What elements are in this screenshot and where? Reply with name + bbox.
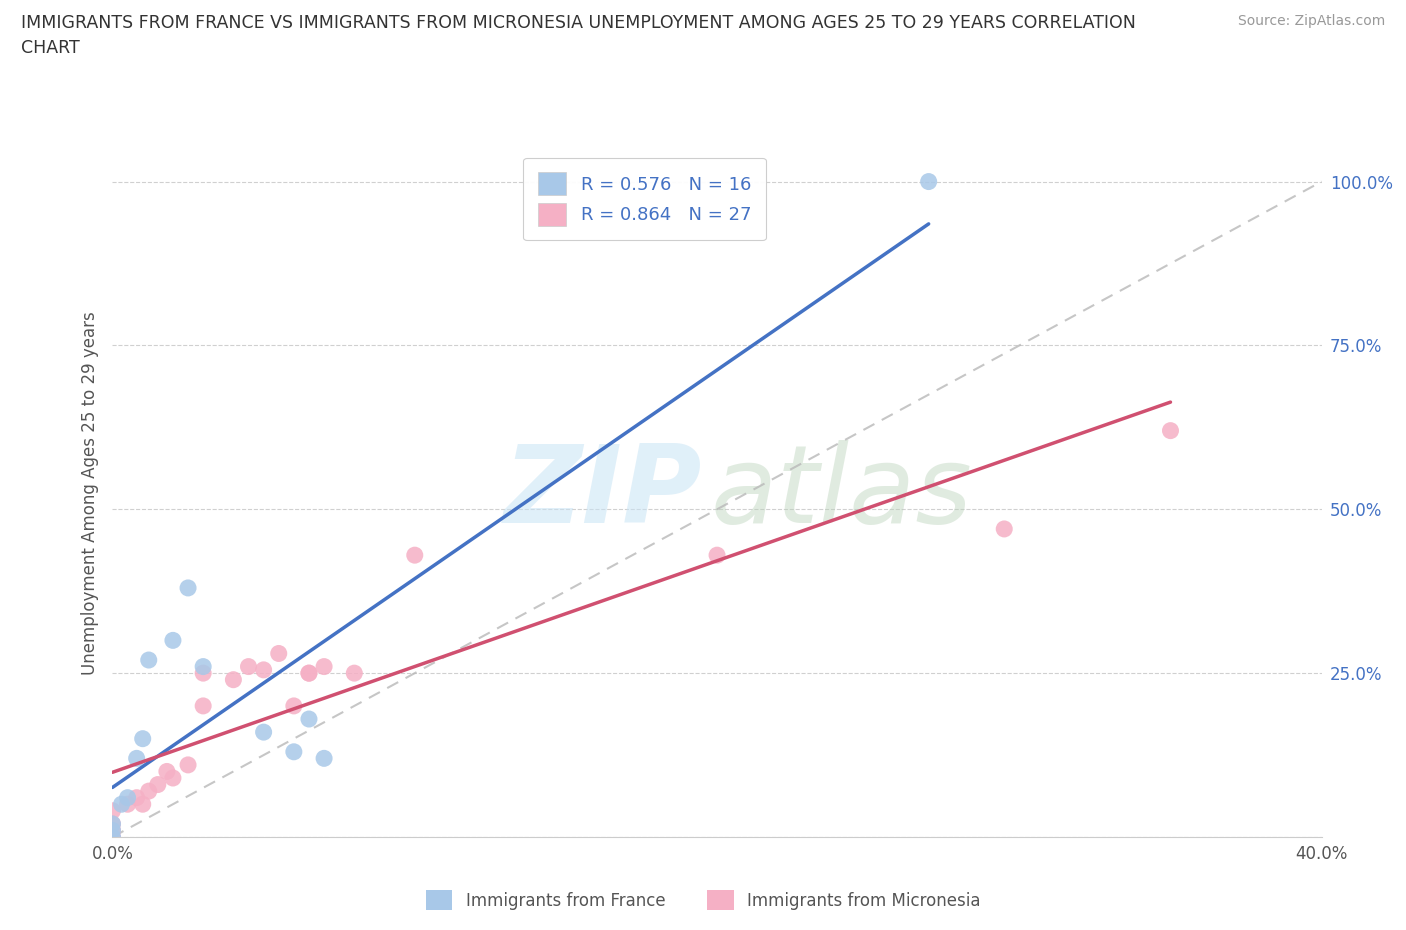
Point bbox=[253, 724, 276, 739]
Point bbox=[132, 731, 155, 746]
Point bbox=[222, 672, 245, 687]
Point bbox=[283, 698, 305, 713]
Y-axis label: Unemployment Among Ages 25 to 29 years: Unemployment Among Ages 25 to 29 years bbox=[80, 311, 98, 675]
Point bbox=[177, 757, 200, 772]
Point bbox=[191, 666, 214, 681]
Text: ZIP: ZIP bbox=[505, 440, 703, 546]
Point bbox=[125, 790, 148, 805]
Point bbox=[101, 830, 124, 844]
Point bbox=[283, 744, 305, 759]
Text: CHART: CHART bbox=[21, 39, 80, 57]
Point bbox=[177, 580, 200, 595]
Legend: R = 0.576   N = 16, R = 0.864   N = 27: R = 0.576 N = 16, R = 0.864 N = 27 bbox=[523, 158, 766, 240]
Point bbox=[101, 804, 124, 818]
Point bbox=[191, 698, 214, 713]
Legend: Immigrants from France, Immigrants from Micronesia: Immigrants from France, Immigrants from … bbox=[419, 884, 987, 917]
Point bbox=[101, 823, 124, 838]
Point bbox=[101, 817, 124, 831]
Text: Source: ZipAtlas.com: Source: ZipAtlas.com bbox=[1237, 14, 1385, 28]
Point bbox=[162, 771, 184, 786]
Point bbox=[314, 659, 336, 674]
Point bbox=[162, 633, 184, 648]
Point bbox=[101, 830, 124, 844]
Point bbox=[138, 653, 160, 668]
Text: atlas: atlas bbox=[711, 441, 973, 545]
Point bbox=[156, 764, 179, 779]
Point bbox=[238, 659, 260, 674]
Point bbox=[117, 790, 139, 805]
Point bbox=[706, 548, 728, 563]
Point bbox=[1159, 423, 1181, 438]
Text: IMMIGRANTS FROM FRANCE VS IMMIGRANTS FROM MICRONESIA UNEMPLOYMENT AMONG AGES 25 : IMMIGRANTS FROM FRANCE VS IMMIGRANTS FRO… bbox=[21, 14, 1136, 32]
Point bbox=[101, 817, 124, 831]
Point bbox=[138, 784, 160, 799]
Point bbox=[298, 666, 321, 681]
Point bbox=[253, 662, 276, 677]
Point bbox=[191, 659, 214, 674]
Point bbox=[110, 797, 132, 812]
Point bbox=[267, 646, 290, 661]
Point bbox=[314, 751, 336, 765]
Point bbox=[298, 666, 321, 681]
Point bbox=[993, 522, 1015, 537]
Point bbox=[343, 666, 366, 681]
Point bbox=[117, 797, 139, 812]
Point bbox=[918, 174, 941, 189]
Point bbox=[298, 711, 321, 726]
Point bbox=[132, 797, 155, 812]
Point bbox=[125, 751, 148, 765]
Point bbox=[404, 548, 426, 563]
Point bbox=[101, 823, 124, 838]
Point bbox=[146, 777, 169, 792]
